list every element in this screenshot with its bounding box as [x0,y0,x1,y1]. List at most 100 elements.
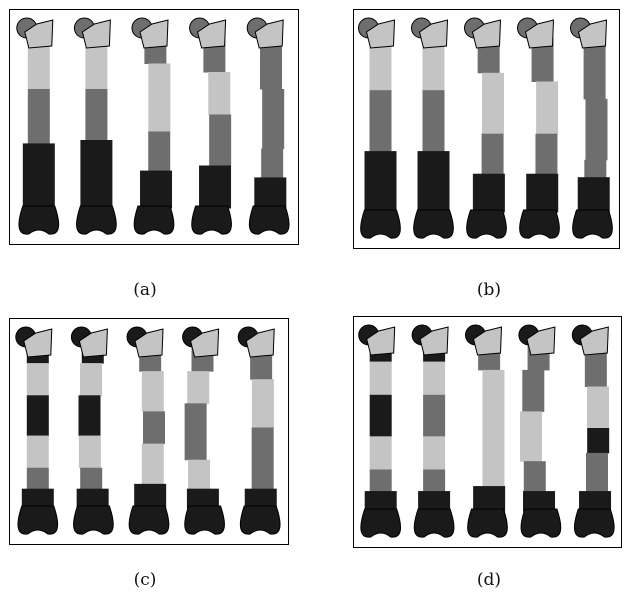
femur-band-c-1-5 [26,467,49,490]
caption-c: (c) [133,570,157,590]
femur-band-c-1-2 [26,363,49,396]
femur-band-c-3-3 [143,411,165,445]
femur-band-c-1-4 [26,435,49,469]
femur-band-d-2-4 [423,436,446,470]
femur-neck-b-4 [524,19,555,49]
femur-condyles-d-2 [413,508,455,538]
femur-d-2 [411,324,455,538]
femur-band-b-1-4 [364,151,397,213]
femur-band-b-1-3 [369,90,392,152]
femur-band-b-4-3 [535,133,558,175]
femur-neck-a-2 [81,19,111,49]
caption-b: (b) [476,280,502,300]
femur-band-b-4-2 [536,81,559,135]
femur-band-c-3-4 [141,443,164,485]
femur-condyles-d-3 [467,508,508,538]
femur-band-a-3-2 [148,63,171,132]
femur-band-a-3-3 [148,131,171,172]
femur-neck-b-2 [418,19,449,49]
femur-condyles-a-2 [76,205,117,235]
femur-band-a-2-2 [85,58,108,90]
femur-band-b-2-2 [422,58,445,91]
femur-neck-d-3 [472,326,503,356]
femur-band-a-2-3 [85,89,108,141]
femur-condyles-b-3 [466,209,507,239]
femur-c-1 [15,326,59,535]
femur-a-4 [189,17,232,235]
femur-band-b-1-2 [369,58,392,91]
femur-d-5 [571,324,615,538]
femur-c-5 [237,326,281,535]
femur-band-a-1-2 [27,58,50,90]
femur-band-d-4-4 [523,461,546,492]
femur-d-4 [518,324,562,538]
femur-neck-c-1 [23,328,53,358]
femur-band-d-4-5 [523,491,556,512]
femur-condyles-c-1 [17,505,59,535]
femur-c-3 [126,326,170,535]
femur-neck-b-5 [577,19,608,49]
femur-band-d-2-6 [418,491,451,512]
femur-band-c-1-3 [26,395,49,437]
femur-band-c-3-5 [134,483,167,509]
femur-band-d-4-2 [522,369,545,412]
femur-band-d-1-5 [369,469,392,492]
femur-band-c-3-2 [141,371,164,412]
femur-band-b-4-1 [531,38,554,82]
femur-band-d-3-4 [473,486,506,512]
femur-band-b-5-2 [585,98,608,161]
femur-band-c-5-2 [251,379,274,428]
femur-d-3 [465,324,508,538]
femur-band-c-4-4 [188,459,211,490]
femur-condyles-a-3 [133,205,175,235]
femur-band-d-1-3 [369,394,392,437]
femur-band-d-3-2 [482,369,505,429]
femur-band-c-2-3 [78,395,101,437]
femur-band-d-2-2 [423,361,446,396]
femur-condyles-c-2 [73,505,114,535]
femur-condyles-d-1 [360,508,402,538]
panel-d-bone-figure [353,316,622,548]
femur-a-1 [16,17,60,235]
femur-condyles-a-1 [18,205,60,235]
femur-group-b [358,17,613,239]
femur-band-a-5-2 [262,89,285,149]
femur-band-b-5-3 [584,159,607,178]
femur-a-2 [73,17,117,235]
femur-band-a-4-4 [199,165,232,209]
femur-band-b-5-1 [583,38,606,100]
femur-b-2 [411,17,454,239]
femur-neck-d-5 [579,326,609,356]
femur-condyles-c-5 [239,505,281,535]
femur-band-b-2-3 [422,90,445,152]
femur-band-d-1-4 [369,436,392,470]
femur-c-4 [182,326,225,535]
femur-b-4 [517,17,560,239]
femur-d-1 [358,324,402,538]
caption-a: (a) [133,280,157,300]
femur-band-c-4-5 [186,488,219,509]
femur-band-d-2-3 [423,394,446,437]
femur-b-1 [358,17,401,239]
femur-band-d-1-6 [364,491,397,512]
femur-neck-b-1 [365,19,396,49]
femur-band-d-5-1 [584,345,607,387]
femur-condyles-b-2 [413,209,454,239]
femur-neck-c-2 [78,328,108,358]
femur-band-b-2-4 [417,151,450,213]
femur-band-c-2-5 [80,467,103,490]
femur-band-a-5-4 [254,177,287,209]
femur-band-b-5-4 [577,177,610,213]
femur-band-c-4-3 [184,403,207,461]
femur-c-2 [70,326,114,535]
femur-band-b-3-2 [481,72,504,135]
femur-group-c [15,326,281,535]
femur-condyles-a-5 [248,205,290,235]
femur-neck-a-3 [139,19,169,49]
femur-condyles-c-4 [184,505,225,535]
femur-neck-c-5 [245,328,275,358]
caption-d: (d) [476,570,502,590]
femur-neck-a-4 [197,19,227,49]
femur-neck-d-2 [419,326,449,356]
femur-band-c-2-2 [80,363,103,396]
